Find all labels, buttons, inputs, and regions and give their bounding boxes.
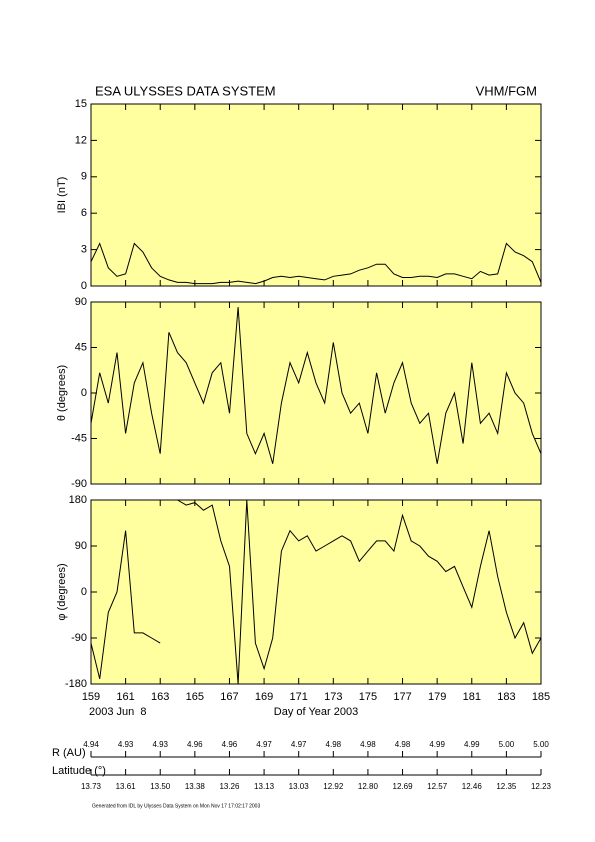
row-value: 4.97 <box>256 740 272 749</box>
x-tick-label: 165 <box>186 691 204 703</box>
row-value: 13.61 <box>116 782 137 791</box>
x-tick-label: 171 <box>290 691 308 703</box>
x-tick-label: 167 <box>220 691 238 703</box>
x-tick-label: 185 <box>532 691 550 703</box>
row-value: 4.93 <box>118 740 134 749</box>
plot-frame <box>90 103 542 287</box>
row-value: 12.80 <box>358 782 379 791</box>
row-value: 4.98 <box>360 740 376 749</box>
row-value: 4.97 <box>291 740 307 749</box>
row-value: 12.69 <box>393 782 414 791</box>
x-tick-label: 181 <box>463 691 481 703</box>
y-tick-label: 90 <box>75 296 87 308</box>
plot-area <box>91 500 541 684</box>
chart-title: ESA ULYSSES DATA SYSTEM <box>95 83 276 98</box>
y-axis-label: φ (degrees) <box>56 563 68 620</box>
x-tick-label: 169 <box>255 691 273 703</box>
row-value: 4.99 <box>429 740 445 749</box>
y-tick-label: 0 <box>81 280 87 292</box>
x-tick-label: 173 <box>324 691 342 703</box>
row-value: 4.98 <box>395 740 411 749</box>
instrument: VHM/FGM <box>476 83 537 98</box>
row-value: 5.00 <box>499 740 515 749</box>
row-value: 12.23 <box>531 782 552 791</box>
y-tick-label: 45 <box>75 341 87 353</box>
y-tick-label: -90 <box>71 478 87 490</box>
y-axis-label: θ (degrees) <box>56 365 68 421</box>
plot-frame <box>90 301 542 485</box>
y-tick-label: 6 <box>81 207 87 219</box>
x-tick-label: 175 <box>359 691 377 703</box>
y-tick-label: 15 <box>75 98 87 110</box>
x-tick-label: 183 <box>497 691 515 703</box>
row-label: Latitude (°) <box>52 765 106 777</box>
x-axis-label: Day of Year 2003 <box>274 706 358 718</box>
row-value: 4.98 <box>326 740 342 749</box>
x-tick-label: 161 <box>116 691 134 703</box>
row-value: 13.26 <box>219 782 240 791</box>
x-tick-label: 163 <box>151 691 169 703</box>
y-tick-label: 9 <box>81 171 87 183</box>
footer: Generated from IDL by Ulysses Data Syste… <box>92 803 260 809</box>
x-tick-label: 177 <box>393 691 411 703</box>
y-tick-label: 0 <box>81 387 87 399</box>
data-line <box>90 307 542 464</box>
y-tick-label: 0 <box>81 586 87 598</box>
y-tick-label: 90 <box>75 540 87 552</box>
row-value: 12.35 <box>496 782 517 791</box>
y-tick-label: 3 <box>81 244 87 256</box>
row-value: 12.57 <box>427 782 448 791</box>
row-value: 13.03 <box>289 782 310 791</box>
plot-frame <box>90 499 542 685</box>
x-tick-label: 179 <box>428 691 446 703</box>
row-value: 4.93 <box>152 740 168 749</box>
row-value: 4.94 <box>83 740 99 749</box>
row-value: 12.92 <box>323 782 344 791</box>
row-value: 4.96 <box>222 740 238 749</box>
x-tick-label: 159 <box>82 691 100 703</box>
date-label: 2003 Jun 8 <box>89 706 147 718</box>
data-line <box>90 242 542 285</box>
row-label: R (AU) <box>52 747 86 759</box>
row-value: 13.50 <box>150 782 171 791</box>
y-axis-label: IBI (nT) <box>56 177 68 214</box>
y-tick-label: -90 <box>71 632 87 644</box>
plot-area <box>91 302 541 484</box>
y-tick-label: 180 <box>69 494 87 506</box>
row-value: 13.38 <box>185 782 206 791</box>
plot-area <box>91 104 541 286</box>
row-value: 4.99 <box>464 740 480 749</box>
y-tick-label: -45 <box>71 432 87 444</box>
row-value: 4.96 <box>187 740 203 749</box>
row-value: 12.46 <box>462 782 483 791</box>
row-value: 5.00 <box>533 740 549 749</box>
row-value: 13.73 <box>81 782 102 791</box>
row-value: 13.13 <box>254 782 275 791</box>
y-tick-label: -180 <box>65 678 87 690</box>
y-tick-label: 12 <box>75 134 87 146</box>
